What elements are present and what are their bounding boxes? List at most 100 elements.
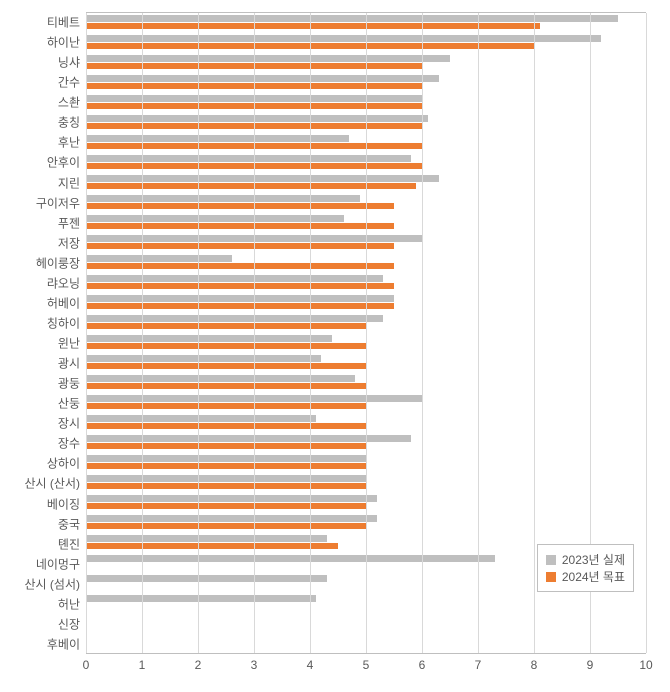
bar xyxy=(86,283,394,289)
bar xyxy=(86,355,321,361)
bar xyxy=(86,323,366,329)
y-tick-label: 광둥 xyxy=(58,375,80,392)
bar xyxy=(86,23,540,29)
bar xyxy=(86,15,618,21)
bar xyxy=(86,403,366,409)
y-tick-label: 지린 xyxy=(58,174,80,191)
bar xyxy=(86,383,366,389)
bar xyxy=(86,463,366,469)
y-tick-label: 구이저우 xyxy=(36,194,80,211)
bar xyxy=(86,75,439,81)
y-tick-label: 후베이 xyxy=(47,635,80,652)
y-tick-label: 후난 xyxy=(58,134,80,151)
bar xyxy=(86,575,327,581)
bar xyxy=(86,335,332,341)
bar xyxy=(86,255,232,261)
y-tick-label: 장시 xyxy=(58,415,80,432)
x-tick-label: 5 xyxy=(363,658,370,672)
y-tick-label: 안후이 xyxy=(47,154,80,171)
bar xyxy=(86,523,366,529)
bar xyxy=(86,55,450,61)
y-tick-label: 장수 xyxy=(58,435,80,452)
bar xyxy=(86,375,355,381)
gridline xyxy=(142,13,143,653)
legend-item: 2024년 목표 xyxy=(546,568,625,585)
y-tick-label: 저장 xyxy=(58,234,80,251)
legend-swatch xyxy=(546,555,556,565)
bar xyxy=(86,595,316,601)
bar xyxy=(86,515,377,521)
bar xyxy=(86,115,428,121)
legend: 2023년 실제2024년 목표 xyxy=(537,544,634,592)
legend-label: 2024년 목표 xyxy=(562,568,625,585)
bar xyxy=(86,363,366,369)
y-tick-label: 산둥 xyxy=(58,395,80,412)
bar xyxy=(86,495,377,501)
x-axis: 012345678910 xyxy=(86,658,646,678)
y-tick-label: 하이난 xyxy=(47,34,80,51)
x-tick-label: 6 xyxy=(419,658,426,672)
x-tick-label: 2 xyxy=(195,658,202,672)
y-tick-label: 푸젠 xyxy=(58,214,80,231)
y-tick-label: 상하이 xyxy=(47,455,80,472)
legend-swatch xyxy=(546,572,556,582)
bar xyxy=(86,275,383,281)
bar xyxy=(86,483,366,489)
bar xyxy=(86,535,327,541)
bar xyxy=(86,555,495,561)
gridline xyxy=(478,13,479,653)
bar xyxy=(86,175,439,181)
gridline xyxy=(310,13,311,653)
y-tick-label: 간수 xyxy=(58,74,80,91)
bar xyxy=(86,503,366,509)
y-tick-label: 헤이룽장 xyxy=(36,254,80,271)
x-tick-label: 4 xyxy=(307,658,314,672)
bar xyxy=(86,343,366,349)
x-tick-label: 8 xyxy=(531,658,538,672)
gridline xyxy=(366,13,367,653)
x-tick-label: 1 xyxy=(139,658,146,672)
bar xyxy=(86,415,316,421)
bar xyxy=(86,223,394,229)
y-tick-label: 랴오닝 xyxy=(47,274,80,291)
y-tick-label: 충칭 xyxy=(58,114,80,131)
gridline xyxy=(422,13,423,653)
y-tick-label: 베이징 xyxy=(47,495,80,512)
y-tick-label: 칭하이 xyxy=(47,314,80,331)
legend-item: 2023년 실제 xyxy=(546,551,625,568)
bar xyxy=(86,243,394,249)
gridline xyxy=(86,13,87,653)
bar xyxy=(86,423,366,429)
bar xyxy=(86,215,344,221)
y-tick-label: 중국 xyxy=(58,515,80,532)
bar xyxy=(86,155,411,161)
bar xyxy=(86,443,366,449)
gridline xyxy=(646,13,647,653)
legend-label: 2023년 실제 xyxy=(562,551,625,568)
y-tick-label: 산시 (섬서) xyxy=(25,575,81,592)
x-tick-label: 7 xyxy=(475,658,482,672)
y-tick-label: 닝샤 xyxy=(58,54,80,71)
bar xyxy=(86,435,411,441)
bar xyxy=(86,195,360,201)
bar xyxy=(86,35,601,41)
y-tick-label: 허난 xyxy=(58,595,80,612)
bar-chart: 012345678910 2023년 실제2024년 목표 티베트하이난닝샤간수… xyxy=(8,8,662,684)
x-tick-label: 9 xyxy=(587,658,594,672)
y-tick-label: 네이멍구 xyxy=(36,555,80,572)
x-tick-label: 0 xyxy=(83,658,90,672)
bar xyxy=(86,543,338,549)
gridline xyxy=(198,13,199,653)
bar xyxy=(86,203,394,209)
gridline xyxy=(254,13,255,653)
bar xyxy=(86,303,394,309)
y-tick-label: 티베트 xyxy=(47,14,80,31)
y-tick-label: 윈난 xyxy=(58,335,80,352)
x-tick-label: 3 xyxy=(251,658,258,672)
y-tick-label: 산시 (산서) xyxy=(25,475,81,492)
bar xyxy=(86,475,366,481)
y-tick-label: 광시 xyxy=(58,355,80,372)
bar xyxy=(86,455,366,461)
bar xyxy=(86,295,394,301)
gridline xyxy=(534,13,535,653)
